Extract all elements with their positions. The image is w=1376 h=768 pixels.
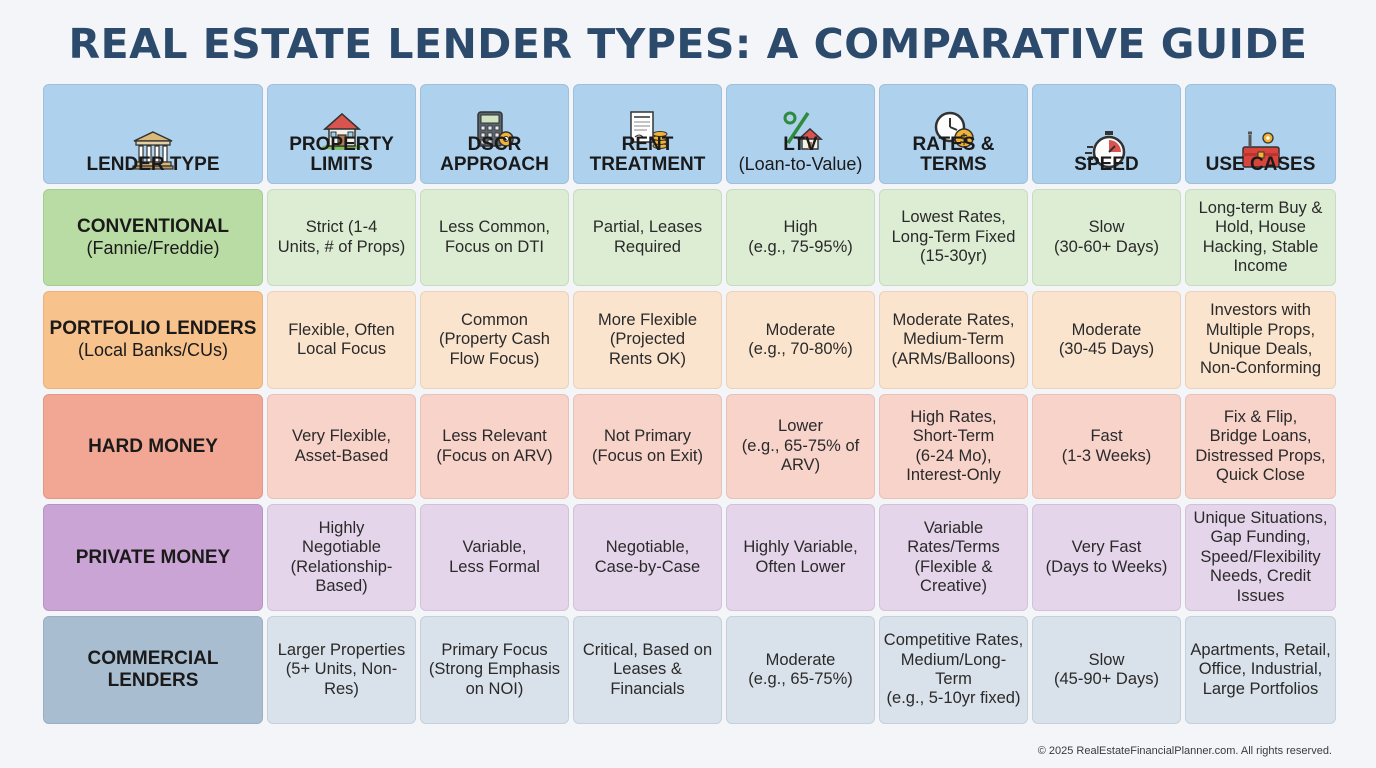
header-label: PROPERTY LIMITS — [289, 134, 394, 176]
table-cell: Larger Properties (5+ Units, Non-Res) — [267, 616, 416, 724]
header-property-limits: PROPERTY LIMITS — [267, 84, 416, 184]
table-cell: Fast (1-3 Weeks) — [1032, 394, 1181, 499]
row-header-private-money: PRIVATE MONEY — [43, 504, 263, 611]
header-lender-type: LENDER TYPE — [43, 84, 263, 184]
table-cell: Very Flexible, Asset-Based — [267, 394, 416, 499]
table-cell: Investors with Multiple Props, Unique De… — [1185, 291, 1336, 389]
table-cell: Very Fast (Days to Weeks) — [1032, 504, 1181, 611]
percent-house-icon — [778, 89, 824, 150]
table-cell: Moderate Rates, Medium-Term (ARMs/Balloo… — [879, 291, 1028, 389]
header-label: DSCR APPROACH — [440, 134, 549, 176]
header-sublabel: (Loan-to-Value) — [738, 154, 863, 175]
table-cell: Variable Rates/Terms (Flexible & Creativ… — [879, 504, 1028, 611]
header-speed: SPEED — [1032, 84, 1181, 184]
header-dscr-approach: DSCR APPROACH — [420, 84, 569, 184]
row-name: COMMERCIAL LENDERS — [87, 648, 219, 691]
table-cell: Critical, Based on Leases & Financials — [573, 616, 722, 724]
table-cell: Less Relevant (Focus on ARV) — [420, 394, 569, 499]
row-name: CONVENTIONAL — [77, 215, 229, 237]
table-cell: Slow (30-60+ Days) — [1032, 189, 1181, 286]
row-header-hard-money: HARD MONEY — [43, 394, 263, 499]
header-label: USE CASES — [1205, 154, 1316, 176]
house-icon — [319, 89, 365, 150]
table-cell: High Rates, Short-Term (6-24 Mo), Intere… — [879, 394, 1028, 499]
table-cell: Variable, Less Formal — [420, 504, 569, 611]
table-cell: Unique Situations, Gap Funding, Speed/Fl… — [1185, 504, 1336, 611]
header-label: RATES & TERMS — [912, 134, 995, 176]
row-name: HARD MONEY — [88, 435, 218, 457]
table-cell: Highly Variable, Often Lower — [726, 504, 875, 611]
table-cell: Moderate (e.g., 65-75%) — [726, 616, 875, 724]
table-cell: Less Common, Focus on DTI — [420, 189, 569, 286]
table-cell: Moderate (e.g., 70-80%) — [726, 291, 875, 389]
table-cell: Slow (45-90+ Days) — [1032, 616, 1181, 724]
table-cell: Lowest Rates, Long-Term Fixed (15-30yr) — [879, 189, 1028, 286]
calculator-gear-icon — [472, 89, 518, 147]
table-cell: More Flexible (Projected Rents OK) — [573, 291, 722, 389]
table-cell: Negotiable, Case-by-Case — [573, 504, 722, 611]
comparison-table: LENDER TYPE PROPERTY LIMITS DSCR APPROAC… — [43, 84, 1336, 724]
copyright-footer: © 2025 RealEstateFinancialPlanner.com. A… — [1037, 745, 1332, 757]
row-sub: (Local Banks/CUs) — [77, 340, 229, 361]
table-cell: Not Primary (Focus on Exit) — [573, 394, 722, 499]
header-label: SPEED — [1074, 154, 1139, 176]
toolbox-icon — [1238, 109, 1284, 168]
header-label: LENDER TYPE — [86, 154, 220, 176]
header-label: LTV — [783, 134, 818, 156]
table-cell: Partial, Leases Required — [573, 189, 722, 286]
svg-text:$: $ — [959, 132, 968, 147]
row-name: PRIVATE MONEY — [75, 546, 231, 568]
row-sub: (Fannie/Freddie) — [86, 237, 220, 258]
table-cell: Competitive Rates, Medium/Long-Term (e.g… — [879, 616, 1028, 724]
header-use-cases: USE CASES — [1185, 84, 1336, 184]
table-cell: Apartments, Retail, Office, Industrial, … — [1185, 616, 1336, 724]
table-cell: Long-term Buy & Hold, House Hacking, Sta… — [1185, 189, 1336, 286]
table-cell: Common (Property Cash Flow Focus) — [420, 291, 569, 389]
row-name: PORTFOLIO LENDERS — [49, 318, 257, 340]
table-cell: Highly Negotiable (Relationship- Based) — [267, 504, 416, 611]
bank-icon — [130, 109, 176, 170]
header-rates-terms: $ RATES & TERMS — [879, 84, 1028, 184]
row-header-portfolio-lenders: PORTFOLIO LENDERS (Local Banks/CUs) — [43, 291, 263, 389]
stopwatch-icon — [1084, 109, 1130, 168]
table-cell: Flexible, Often Local Focus — [267, 291, 416, 389]
page-title: REAL ESTATE LENDER TYPES: A COMPARATIVE … — [68, 20, 1308, 68]
lease-coins-icon — [625, 89, 671, 149]
row-header-commercial-lenders: COMMERCIAL LENDERS — [43, 616, 263, 724]
table-cell: Lower (e.g., 65-75% of ARV) — [726, 394, 875, 499]
table-cell: Fix & Flip, Bridge Loans, Distressed Pro… — [1185, 394, 1336, 499]
header-ltv: LTV (Loan-to-Value) — [726, 84, 875, 184]
row-header-conventional: CONVENTIONAL (Fannie/Freddie) — [43, 189, 263, 286]
table-cell: High (e.g., 75-95%) — [726, 189, 875, 286]
table-cell: Moderate (30-45 Days) — [1032, 291, 1181, 389]
table-cell: Primary Focus (Strong Emphasis on NOI) — [420, 616, 569, 724]
header-label: RENT TREATMENT — [589, 134, 706, 176]
clock-dollar-icon: $ — [931, 89, 977, 148]
table-cell: Strict (1-4 Units, # of Props) — [267, 189, 416, 286]
header-rent-treatment: RENT TREATMENT — [573, 84, 722, 184]
